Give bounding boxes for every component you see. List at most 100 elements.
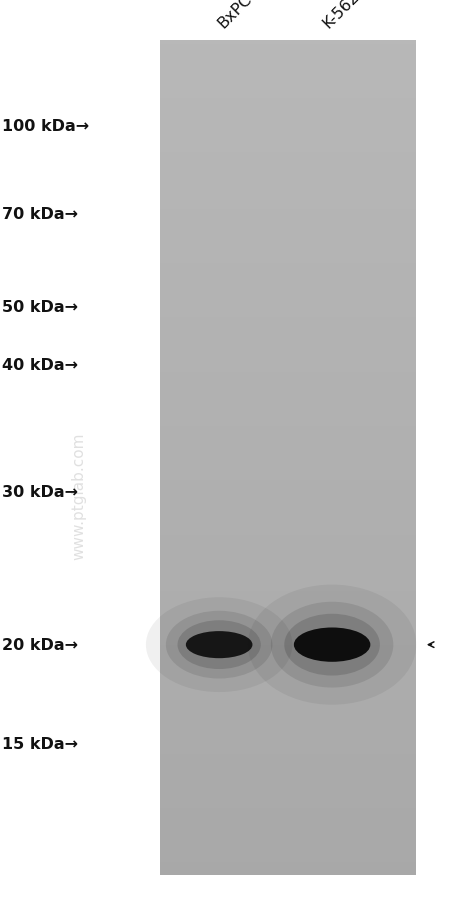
Bar — [160, 854, 416, 856]
Bar — [160, 723, 416, 725]
Bar — [160, 368, 416, 370]
Ellipse shape — [146, 598, 292, 693]
Bar — [160, 775, 416, 777]
Bar — [160, 870, 416, 873]
Bar — [160, 239, 416, 241]
Bar — [160, 676, 416, 679]
Bar — [160, 352, 416, 354]
Bar — [160, 122, 416, 124]
Bar — [160, 792, 416, 794]
Bar — [160, 464, 416, 466]
Bar — [160, 406, 416, 408]
Bar — [160, 787, 416, 789]
Bar — [160, 727, 416, 729]
Bar — [160, 268, 416, 270]
Bar — [160, 700, 416, 702]
Bar — [160, 630, 416, 633]
Bar — [160, 320, 416, 322]
Bar — [160, 401, 416, 403]
Bar — [160, 597, 416, 600]
Bar — [160, 360, 416, 362]
Bar — [160, 60, 416, 61]
Bar — [160, 252, 416, 253]
Bar — [160, 180, 416, 182]
Bar — [160, 750, 416, 752]
Bar — [160, 500, 416, 502]
Bar — [160, 263, 416, 266]
Bar — [160, 493, 416, 495]
Bar — [160, 824, 416, 827]
Bar — [160, 621, 416, 622]
Bar — [160, 789, 416, 792]
Bar — [160, 322, 416, 325]
Bar — [160, 187, 416, 189]
Bar — [160, 859, 416, 861]
Bar — [160, 203, 416, 206]
Bar — [160, 710, 416, 713]
Bar — [160, 128, 416, 130]
Bar — [160, 425, 416, 427]
Bar — [160, 354, 416, 355]
Bar — [160, 454, 416, 456]
Bar — [160, 366, 416, 368]
Bar — [160, 160, 416, 161]
Bar — [160, 503, 416, 506]
Bar — [160, 410, 416, 412]
Bar — [160, 719, 416, 721]
Bar — [160, 362, 416, 364]
Bar — [160, 758, 416, 760]
Bar — [160, 530, 416, 533]
Bar — [160, 282, 416, 285]
Bar — [160, 101, 416, 103]
Bar — [160, 681, 416, 683]
Bar — [160, 654, 416, 656]
Bar — [160, 309, 416, 312]
Bar — [160, 389, 416, 391]
Bar — [160, 543, 416, 546]
Bar — [160, 827, 416, 829]
Bar — [160, 510, 416, 512]
Bar — [160, 99, 416, 101]
Bar — [160, 485, 416, 487]
Bar — [160, 708, 416, 710]
Ellipse shape — [248, 584, 416, 705]
Bar — [160, 447, 416, 449]
Bar — [160, 230, 416, 233]
Bar — [160, 619, 416, 621]
Bar — [160, 614, 416, 616]
Bar — [160, 603, 416, 606]
Bar — [160, 80, 416, 82]
Bar — [160, 262, 416, 263]
Ellipse shape — [177, 621, 261, 669]
Bar — [160, 476, 416, 479]
Bar — [160, 170, 416, 172]
Bar — [160, 272, 416, 274]
Bar — [160, 796, 416, 797]
Bar — [160, 145, 416, 147]
Bar — [160, 686, 416, 687]
Bar — [160, 646, 416, 648]
Bar — [160, 387, 416, 389]
Bar — [160, 837, 416, 840]
Bar — [160, 193, 416, 195]
Bar — [160, 182, 416, 185]
Bar — [160, 87, 416, 88]
Bar — [160, 355, 416, 357]
Bar — [160, 349, 416, 352]
Bar — [160, 624, 416, 627]
Bar — [160, 495, 416, 497]
Bar — [160, 579, 416, 581]
Bar — [160, 487, 416, 489]
Bar — [160, 583, 416, 585]
Bar — [160, 852, 416, 854]
Text: 70 kDa→: 70 kDa→ — [2, 207, 78, 221]
Bar — [160, 635, 416, 637]
Bar — [160, 157, 416, 160]
Bar — [160, 466, 416, 468]
Bar — [160, 479, 416, 481]
Bar — [160, 786, 416, 787]
Bar — [160, 867, 416, 869]
Bar — [160, 118, 416, 120]
Bar — [160, 197, 416, 199]
Bar — [160, 130, 416, 133]
